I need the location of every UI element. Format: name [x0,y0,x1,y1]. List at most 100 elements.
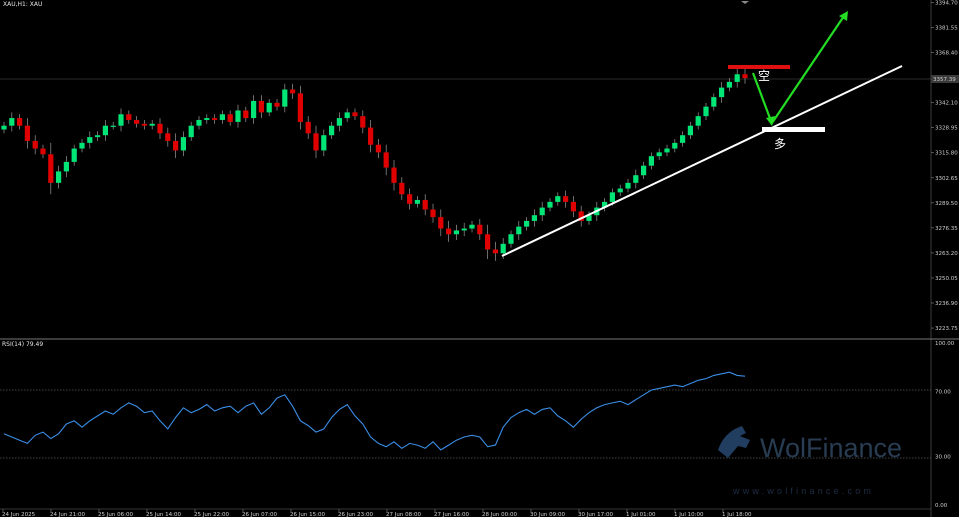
bear-candle [48,154,54,183]
bull-candle [711,97,717,107]
price-pane[interactable] [0,0,931,339]
price-tick-label: 3302.65 [935,176,958,182]
short-zone-marker[interactable] [728,65,790,69]
bear-candle [742,74,748,79]
bull-candle [539,207,545,216]
bull-candle [414,199,420,204]
bear-candle [134,119,140,124]
bull-candle [196,119,202,126]
bull-candle [188,125,194,138]
price-tick-label: 3263.20 [935,251,958,257]
time-tick-label: 1 Jul 10:00 [674,512,704,517]
price-tick-label: 3315.80 [935,151,958,157]
drawing-objects[interactable]: 空 多 [501,11,903,257]
bear-candle [485,234,491,250]
bear-candle [297,93,303,122]
bull-candle [95,135,101,138]
bear-candle [212,118,218,120]
rsi-tick-label: 100.00 [935,341,955,347]
bear-candle [407,194,413,204]
bull-candle [586,215,592,221]
price-tick-label: 3250.05 [935,276,958,282]
bear-candle [399,182,405,195]
bear-candle [258,100,264,113]
rsi-axis: 100.00 70.00 30.00 0.00 [935,341,955,509]
bull-candle [617,188,623,193]
bull-candle [500,243,506,254]
time-tick-label: 30 Jun 17:00 [578,512,613,517]
bull-candle [1,125,7,130]
candles-group [1,68,748,261]
bull-candle [251,100,257,119]
bear-candle [126,114,132,120]
bear-candle [383,152,389,168]
arrow-up-icon [839,11,848,21]
bull-candle [648,156,654,166]
time-axis[interactable]: 24 Jun 2025 24 Jun 21:00 25 Jun 06:00 25 Ju… [2,509,752,517]
bear-candle [578,211,584,221]
bull-candle [508,234,514,244]
time-tick-label: 25 Jun 06:00 [98,512,133,517]
rsi-title: RSI(14) 79.49 [2,341,43,348]
bear-candle [243,110,249,119]
bull-candle [602,201,608,208]
bull-candle [656,152,662,157]
bear-candle [17,118,23,126]
time-tick-label: 1 Jul 18:00 [722,512,752,517]
bull-candle [219,114,225,120]
price-tick-label: 3276.35 [935,226,958,232]
chart-title: XAU,H1: XAU [3,1,42,8]
bull-candle [687,125,693,136]
rsi-tick-label: 30.00 [935,454,951,460]
bear-candle [438,217,444,229]
bull-candle [609,192,615,202]
long-zone-marker[interactable] [762,127,825,132]
rsi-pane[interactable]: RSI(14) 79.49 100.00 70.00 30.00 0.00 [0,341,955,509]
price-tick-label: 3236.90 [935,301,958,307]
bear-candle [24,125,30,141]
scroll-marker-icon[interactable] [741,1,749,4]
bear-candle [430,209,436,218]
bear-candle [570,201,576,212]
arrow-up-shaft [771,15,845,124]
price-tick-label: 3368.40 [935,51,958,57]
price-tick-label: 3223.75 [935,326,958,332]
bear-candle [375,144,381,153]
bear-candle [446,228,452,235]
bear-candle [32,140,38,149]
rsi-line [3,371,746,451]
short-label: 空 [758,69,770,83]
bull-candle [726,81,732,88]
bull-candle [547,201,553,208]
bull-candle [329,125,335,136]
time-tick-label: 26 Jun 07:00 [242,512,277,517]
long-label: 多 [774,137,786,151]
bull-candle [633,175,639,183]
rsi-tick-label: 70.00 [935,390,951,396]
arrow-down-shaft [751,72,773,122]
bear-candle [368,127,374,145]
bull-candle [344,112,350,119]
bull-candle [555,196,561,202]
bull-candle [266,102,272,113]
bull-candle [149,123,155,126]
bull-candle [87,137,93,143]
time-tick-label: 24 Jun 2025 [2,512,36,517]
bull-candle [71,148,77,162]
bull-candle [469,224,475,229]
time-tick-label: 26 Jun 23:00 [338,512,373,517]
bull-candle [235,110,241,122]
bear-candle [305,121,311,134]
watermark-brand: WolFinance [760,433,902,463]
current-price-tag [931,75,959,83]
bear-candle [40,148,46,155]
bull-candle [118,114,124,126]
bear-candle [165,133,171,141]
bull-candle [695,116,701,126]
bear-candle [290,89,296,94]
bear-candle [313,133,319,151]
bull-candle [102,125,108,136]
ascending-trendline[interactable] [501,65,903,257]
bull-candle [703,106,709,117]
